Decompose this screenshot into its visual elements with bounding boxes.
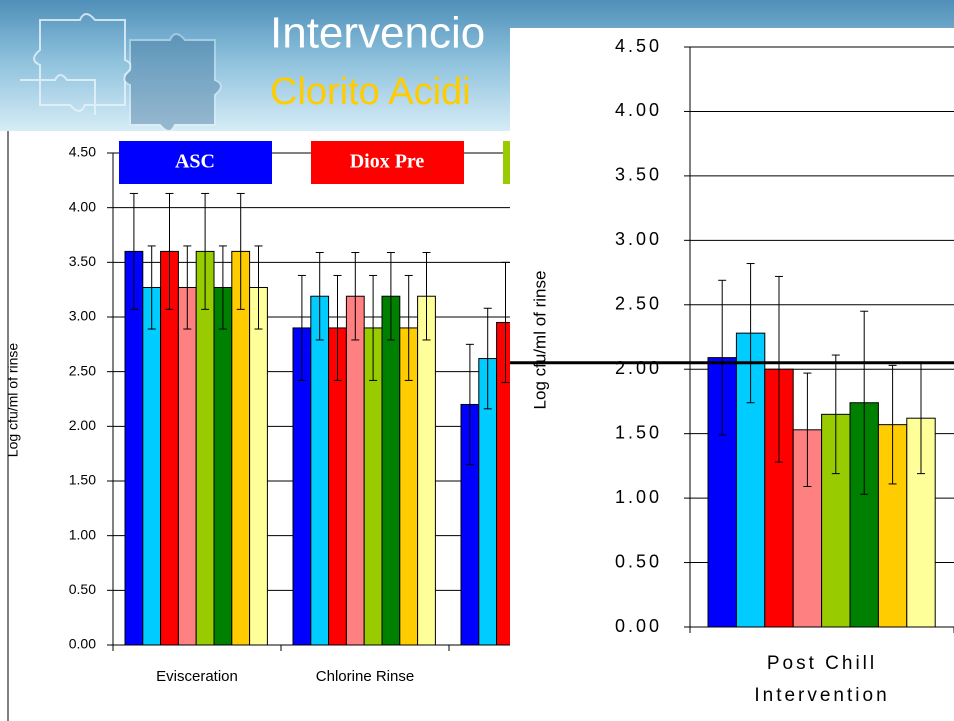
error-bar <box>254 245 263 330</box>
y-tick-label: 0.00 <box>69 636 96 652</box>
y-tick-label: 1.00 <box>615 487 662 507</box>
error-bar <box>501 261 510 384</box>
x-tick-label: Evisceration <box>156 668 238 685</box>
y-axis-label: Log cfu/ml of rinse <box>530 271 549 410</box>
y-tick-label: 0.50 <box>615 551 662 571</box>
legend-swatch <box>119 141 272 184</box>
error-bar <box>183 245 192 330</box>
right-chart: 0.00 0.50 1.00 1.50 2.00 2.50 3.00 3.50 4.00 4.50… <box>510 36 954 706</box>
error-bar <box>404 274 413 381</box>
y-tick-label: 2.00 <box>69 417 96 433</box>
y-tick-label: 1.50 <box>69 472 96 488</box>
y-tick-label: 2.50 <box>69 362 96 378</box>
bar <box>249 286 268 646</box>
y-tick-label: 3.50 <box>69 253 96 269</box>
error-bar <box>860 310 869 495</box>
error-bar <box>369 274 378 381</box>
bar <box>345 295 365 646</box>
bar <box>231 250 251 646</box>
error-bar <box>147 245 156 330</box>
bar <box>160 250 179 646</box>
y-tick-label: 2.00 <box>615 358 662 378</box>
bar <box>142 286 162 646</box>
error-bar <box>888 364 897 485</box>
y-tick-label: 2.50 <box>615 294 662 314</box>
error-bar <box>465 343 474 466</box>
error-bar <box>351 251 360 341</box>
error-bar <box>422 251 431 341</box>
legend-label: ASC <box>175 151 215 173</box>
bar <box>381 295 401 646</box>
error-bar <box>831 354 840 475</box>
error-bar <box>803 372 812 488</box>
y-tick-label: 1.00 <box>69 526 96 542</box>
bar <box>177 286 197 646</box>
error-bar <box>315 251 324 341</box>
bar <box>195 250 215 646</box>
legend-label: Diox Pre <box>350 151 425 173</box>
error-bar <box>386 251 395 341</box>
legend-swatch <box>311 141 464 184</box>
error-bar <box>483 307 492 410</box>
y-tick-label: 3.50 <box>615 165 662 185</box>
y-tick-label: 4.50 <box>69 144 96 160</box>
y-axis-label: Log cfu/ml of rinse <box>5 343 21 458</box>
error-bar <box>775 275 783 463</box>
y-tick-label: 0.00 <box>615 616 662 636</box>
error-bar <box>297 274 306 381</box>
error-bar <box>746 263 755 404</box>
x-tick-label-box: Post Chill Intervention <box>754 653 890 706</box>
puzzle-art <box>20 13 222 132</box>
error-bar <box>218 245 227 330</box>
bar <box>213 286 233 646</box>
bar <box>124 250 144 646</box>
y-tick-label: 4.00 <box>615 100 662 120</box>
error-bar <box>129 192 138 310</box>
y-tick-label: 3.00 <box>69 308 96 324</box>
x-tick-label: Chlorine Rinse <box>316 668 414 685</box>
left-chart: 0.00 0.50 1.00 1.50 2.00 2.50 3.00 3.50 4.00 4.50… <box>5 141 848 685</box>
error-bar <box>201 192 210 310</box>
y-tick-label: 0.50 <box>69 581 96 597</box>
y-tick-label: 4.50 <box>615 36 662 56</box>
y-tick-label: 3.00 <box>615 229 662 249</box>
slide-title: Intervencio <box>270 9 485 58</box>
y-tick-label: 4.00 <box>69 198 96 214</box>
bar <box>310 295 330 646</box>
x-tick-label: Post Chill Intervention <box>754 653 890 706</box>
error-bar <box>236 192 245 310</box>
error-bar <box>165 192 174 310</box>
y-tick-label: 1.50 <box>615 422 662 442</box>
bar <box>417 295 436 646</box>
error-bar <box>718 279 727 436</box>
slide-subtitle: Clorito Acidi <box>270 71 471 113</box>
error-bar <box>333 274 342 381</box>
